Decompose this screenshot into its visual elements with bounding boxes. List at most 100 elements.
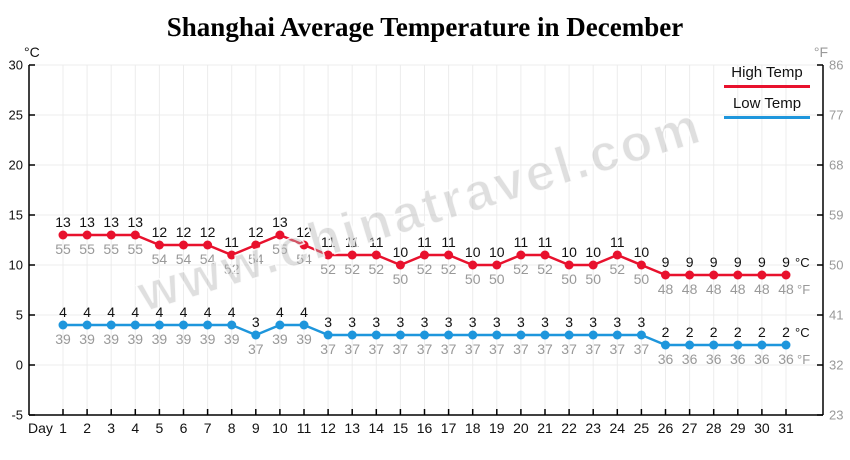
low-temp-label-f: 36 — [658, 351, 674, 367]
high-temp-point — [492, 260, 502, 270]
high-temp-point — [82, 230, 92, 240]
high-temp-label-f: 50 — [561, 271, 577, 287]
low-temp-label-c: 3 — [541, 314, 549, 330]
low-temp-label-c: 3 — [613, 314, 621, 330]
low-temp-point — [492, 330, 502, 340]
day-label: 25 — [634, 420, 650, 436]
low-temp-label-c: 4 — [276, 304, 284, 320]
day-label: 29 — [730, 420, 746, 436]
low-temp-label-f: 37 — [561, 341, 577, 357]
high-temp-point — [154, 240, 164, 250]
high-temp-label-c: 10 — [393, 244, 409, 260]
low-temp-point — [516, 330, 526, 340]
right-axis-tick-label: 77 — [829, 108, 843, 123]
day-label: 7 — [204, 420, 212, 436]
high-temp-point — [323, 250, 333, 260]
high-temp-label-f: 52 — [320, 261, 336, 277]
high-temp-label-c: 12 — [200, 224, 216, 240]
low-temp-point — [395, 330, 405, 340]
high-temp-label-c: 13 — [79, 214, 95, 230]
high-temp-label-c: 11 — [224, 234, 239, 250]
day-label: 5 — [156, 420, 164, 436]
low-temp-point — [371, 330, 381, 340]
day-label: 4 — [131, 420, 139, 436]
low-temp-label-f: 36 — [778, 351, 794, 367]
day-label: 13 — [344, 420, 360, 436]
low-temp-label-f: 37 — [441, 341, 457, 357]
low-temp-label-f: 36 — [730, 351, 746, 367]
legend-line-low-temp — [724, 116, 810, 119]
low-temp-label-f: 37 — [489, 341, 505, 357]
high-temp-label-f: 50 — [634, 271, 650, 287]
low-temp-point — [733, 340, 743, 350]
high-temp-label-c: 11 — [441, 234, 456, 250]
low-temp-label-f: 37 — [513, 341, 529, 357]
legend-label-high-temp: High Temp — [731, 64, 803, 81]
high-temp-point — [588, 260, 598, 270]
right-axis-tick-label: 50 — [829, 258, 843, 273]
low-temp-point — [420, 330, 429, 340]
high-temp-label-f: 48 — [778, 281, 794, 297]
day-label: 28 — [706, 420, 722, 436]
high-temp-label-c: 11 — [514, 234, 529, 250]
high-temp-label-c: 13 — [272, 214, 288, 230]
low-temp-point — [154, 320, 164, 330]
day-label: 6 — [180, 420, 188, 436]
high-temp-label-f: 54 — [296, 251, 312, 267]
low-temp-label-c: 3 — [324, 314, 332, 330]
high-temp-point — [540, 250, 550, 260]
high-temp-label-c: 11 — [321, 234, 336, 250]
high-temp-point — [347, 250, 357, 260]
low-temp-label-c: 2 — [782, 324, 790, 340]
low-temp-label-f: 39 — [152, 331, 168, 347]
low-temp-label-f: 37 — [585, 341, 601, 357]
high-temp-point — [227, 250, 237, 260]
low-temp-label-f: 37 — [393, 341, 409, 357]
day-label: 12 — [320, 420, 336, 436]
low-temp-point — [636, 330, 646, 340]
day-label: 15 — [393, 420, 409, 436]
high-temp-point — [179, 240, 188, 250]
high-temp-label-f: 55 — [272, 241, 288, 257]
high-temp-point — [564, 260, 574, 270]
low-temp-label-f: 39 — [55, 331, 71, 347]
low-temp-label-f: 37 — [465, 341, 481, 357]
day-label: 14 — [369, 420, 385, 436]
low-temp-label-c: 3 — [589, 314, 597, 330]
low-temp-label-c: 4 — [107, 304, 115, 320]
high-temp-point — [420, 250, 429, 260]
high-temp-label-c: 12 — [248, 224, 264, 240]
low-temp-label-c: 4 — [300, 304, 308, 320]
low-temp-label-c: 3 — [445, 314, 453, 330]
low-temp-label-c: 2 — [758, 324, 766, 340]
high-temp-label-f: 48 — [754, 281, 770, 297]
low-temp-label-f: 36 — [754, 351, 770, 367]
day-label: 2 — [83, 420, 91, 436]
low-temp-label-f: 39 — [296, 331, 312, 347]
high-temp-label-c: 10 — [585, 244, 601, 260]
left-axis-tick-label: 0 — [16, 358, 23, 373]
low-temp-label-c: 3 — [421, 314, 429, 330]
high-temp-point — [444, 250, 454, 260]
high-temp-label-f: 52 — [610, 261, 626, 277]
left-axis-tick-label: -5 — [11, 408, 23, 423]
right-axis-tick-label: 68 — [829, 158, 843, 173]
high-temp-label-c: 10 — [465, 244, 481, 260]
low-temp-point — [58, 320, 68, 330]
low-temp-point — [106, 320, 116, 330]
left-axis-unit-label: °C — [24, 44, 40, 60]
high-temp-point — [106, 230, 116, 240]
low-temp-point — [299, 320, 309, 330]
day-label: 1 — [59, 420, 67, 436]
low-temp-point — [612, 330, 622, 340]
low-temp-label-c: 4 — [156, 304, 164, 320]
high-temp-label-c: 12 — [152, 224, 168, 240]
low-temp-point — [564, 330, 574, 340]
low-temp-point — [781, 340, 791, 350]
low-temp-label-c: 4 — [180, 304, 188, 320]
high-temp-label-c: 9 — [758, 254, 766, 270]
right-axis-tick-label: 59 — [829, 208, 843, 223]
high-temp-label-f: 55 — [79, 241, 95, 257]
low-temp-label-c: 3 — [348, 314, 356, 330]
low-temp-label-f: 39 — [103, 331, 119, 347]
